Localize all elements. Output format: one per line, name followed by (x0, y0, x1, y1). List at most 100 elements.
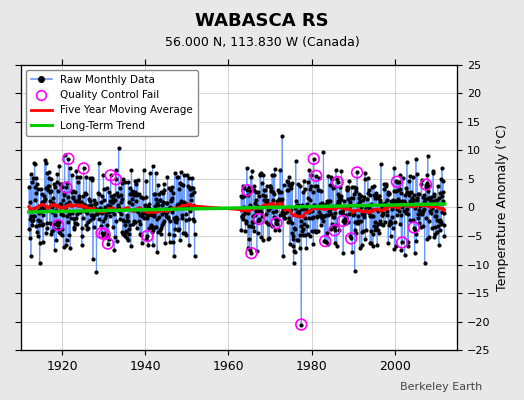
Point (286, 241, 294, 248)
Point (106, 213, 115, 219)
Point (25, 198, 34, 205)
Point (339, 218, 347, 224)
Point (45, 183, 53, 189)
Point (331, 210, 340, 216)
Point (63, 213, 71, 219)
Point (268, 196, 277, 203)
Point (55, 228, 63, 235)
Point (95, 190, 103, 197)
Point (325, 208, 334, 214)
Point (169, 238, 177, 245)
Point (359, 211, 368, 218)
Point (410, 224, 418, 231)
Point (36, 260, 44, 266)
Point (118, 196, 126, 202)
Point (412, 156, 420, 162)
Point (316, 222, 325, 228)
Point (362, 226, 370, 233)
Point (90, 224, 98, 230)
Point (181, 232, 190, 239)
Point (423, 172, 432, 178)
Point (322, 201, 330, 208)
Point (410, 250, 419, 256)
Point (353, 169, 361, 176)
Point (425, 183, 434, 190)
Point (315, 186, 323, 193)
Point (301, 215, 310, 222)
Point (407, 198, 416, 205)
Point (370, 195, 379, 201)
Point (366, 240, 375, 246)
Point (332, 243, 341, 250)
Point (91, 200, 100, 207)
Point (136, 220, 144, 227)
Point (101, 215, 110, 222)
Point (356, 193, 365, 199)
Point (112, 176, 120, 182)
Point (82, 191, 90, 197)
Y-axis label: Temperature Anomaly (°C): Temperature Anomaly (°C) (496, 124, 509, 291)
Point (171, 170, 179, 177)
Point (113, 192, 122, 199)
Point (267, 204, 276, 210)
Point (374, 227, 382, 233)
Point (379, 210, 387, 216)
Point (321, 212, 330, 218)
Point (253, 203, 261, 210)
Point (417, 176, 425, 183)
Point (250, 200, 259, 206)
Point (413, 171, 421, 178)
Point (253, 207, 261, 214)
Point (174, 174, 182, 180)
Point (313, 183, 321, 189)
Point (406, 217, 414, 224)
Point (73, 221, 82, 227)
Point (407, 189, 415, 196)
Point (329, 185, 337, 191)
Point (381, 200, 390, 207)
Point (102, 212, 111, 218)
Point (134, 207, 142, 213)
Point (357, 242, 366, 248)
Point (318, 200, 326, 206)
Point (360, 214, 368, 220)
Point (79, 193, 87, 200)
Point (348, 208, 356, 214)
Point (104, 240, 112, 247)
Point (162, 208, 171, 214)
Point (248, 218, 257, 225)
Point (114, 204, 123, 210)
Point (63, 219, 72, 225)
Point (106, 198, 114, 204)
Point (298, 227, 306, 234)
Point (341, 220, 349, 227)
Point (353, 169, 361, 176)
Point (118, 231, 127, 237)
Point (356, 245, 364, 252)
Point (101, 229, 110, 236)
Point (45, 174, 53, 181)
Point (308, 228, 316, 235)
Point (133, 224, 141, 231)
Point (96, 222, 105, 229)
Point (56, 181, 64, 188)
Point (66, 245, 74, 251)
Point (351, 218, 359, 225)
Point (303, 201, 311, 207)
Point (112, 238, 121, 244)
Point (334, 198, 343, 205)
Point (379, 202, 388, 208)
Point (154, 202, 162, 208)
Point (297, 321, 305, 328)
Point (184, 183, 192, 189)
Point (334, 190, 342, 197)
Point (266, 221, 275, 227)
Point (310, 202, 318, 208)
Point (140, 206, 149, 213)
Point (53, 171, 61, 177)
Point (128, 188, 137, 194)
Point (171, 218, 179, 224)
Point (102, 209, 110, 216)
Point (128, 196, 136, 202)
Point (320, 213, 329, 219)
